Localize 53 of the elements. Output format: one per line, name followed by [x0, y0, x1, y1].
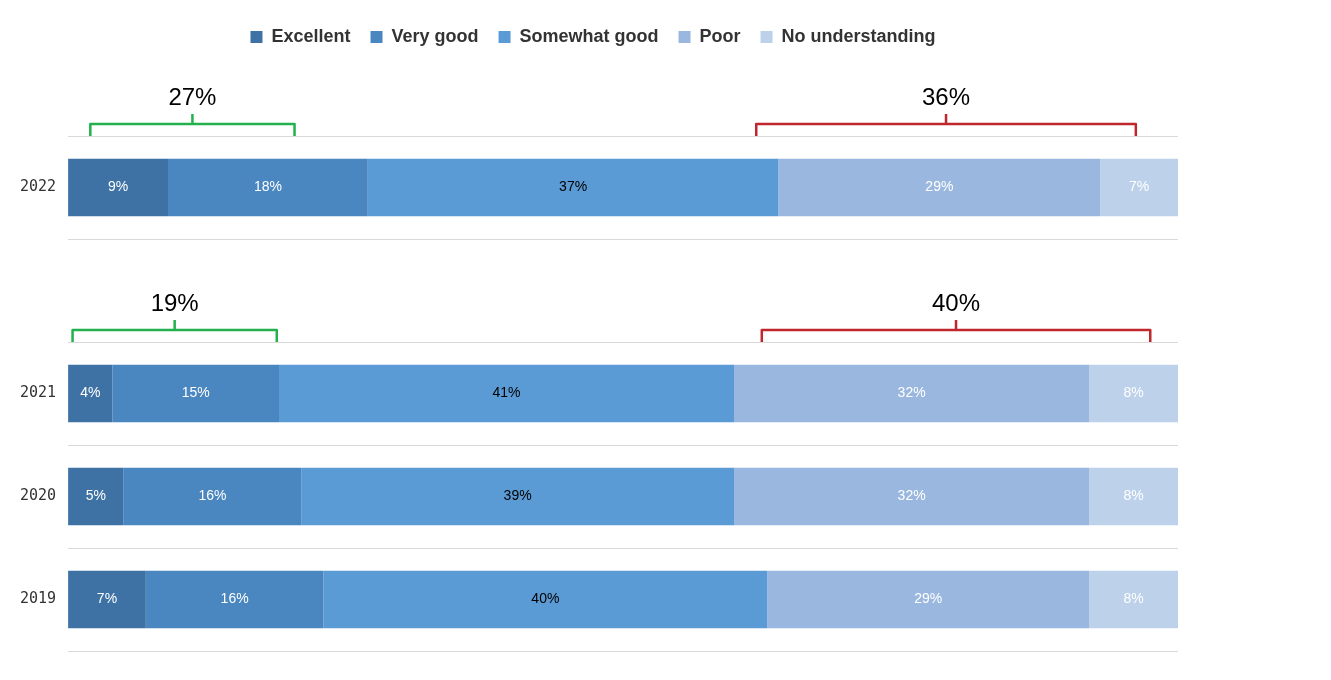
legend-label: No understanding	[781, 25, 936, 46]
bar	[1089, 570, 1178, 629]
bar	[734, 467, 1090, 526]
data-label: 8%	[1123, 487, 1144, 504]
data-label: 39%	[503, 487, 532, 504]
data-label: 32%	[897, 384, 926, 401]
data-label: 15%	[181, 384, 210, 401]
text: 27%	[168, 82, 217, 110]
y-tick-label: 2021	[20, 383, 57, 402]
data-label: 7%	[96, 590, 118, 607]
bar	[323, 570, 768, 629]
bar	[145, 570, 324, 629]
data-label: 16%	[220, 590, 249, 607]
bar	[778, 158, 1101, 217]
bar	[68, 364, 113, 423]
bar	[367, 158, 779, 217]
data-label: 4%	[80, 384, 101, 401]
bar	[168, 158, 368, 217]
y-tick-label: 2022	[20, 177, 57, 196]
bar	[68, 570, 146, 629]
data-label: 32%	[897, 487, 926, 504]
data-label: 9%	[107, 178, 129, 195]
data-label: 5%	[85, 487, 106, 504]
bar	[734, 364, 1090, 423]
data-label: 8%	[1123, 384, 1144, 401]
legend-label: Very good	[391, 25, 479, 46]
bar	[1089, 467, 1178, 526]
data-label: 29%	[914, 590, 943, 607]
bar	[279, 364, 735, 423]
bar	[767, 570, 1090, 629]
bar	[1100, 158, 1178, 217]
bar	[301, 467, 735, 526]
data-label: 41%	[492, 384, 521, 401]
data-label: 8%	[1123, 590, 1144, 607]
data-label: 37%	[559, 178, 588, 195]
y-tick-label: 2019	[20, 589, 57, 608]
y-tick-label: 2020	[20, 486, 57, 505]
data-label: 40%	[531, 590, 560, 607]
bar	[68, 158, 169, 217]
bar	[68, 467, 124, 526]
bar	[1089, 364, 1178, 423]
text: 36%	[922, 82, 971, 110]
bar	[112, 364, 279, 423]
legend-label: Excellent	[271, 25, 351, 46]
data-label: 16%	[198, 487, 227, 504]
annotation: 19%	[150, 288, 199, 316]
legend-label: Poor	[699, 25, 741, 46]
bar	[123, 467, 302, 526]
legend-label: Somewhat good	[519, 25, 659, 46]
data-label: 29%	[925, 178, 954, 195]
annotation: 40%	[932, 288, 981, 316]
data-label: 7%	[1129, 178, 1150, 195]
data-label: 18%	[253, 178, 282, 195]
